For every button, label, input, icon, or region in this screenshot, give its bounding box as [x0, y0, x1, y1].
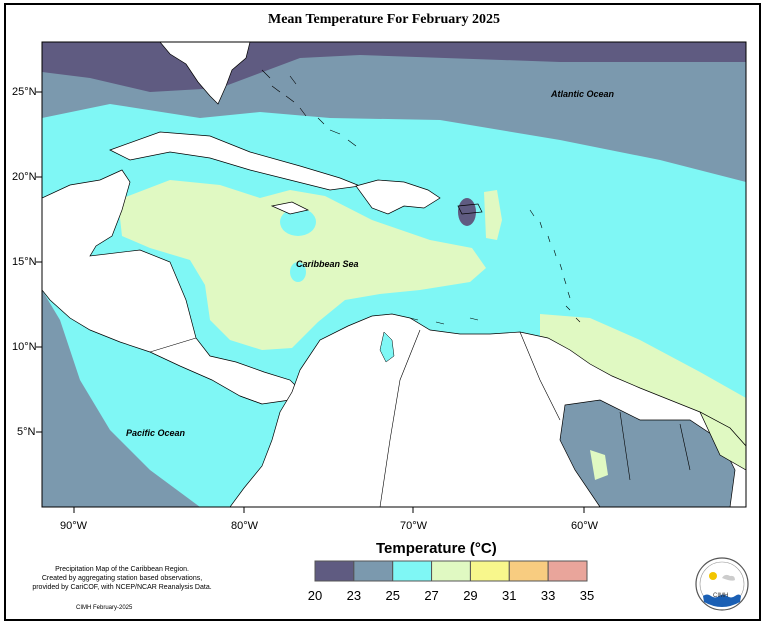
- plot-border: [41, 41, 747, 508]
- wave-icon: [703, 594, 741, 607]
- land-hispaniola: [355, 179, 441, 215]
- land-central-america: [42, 169, 301, 405]
- lon-label-70: 70°W: [400, 520, 428, 532]
- land-florida: [159, 42, 251, 105]
- credit-date: CIMH February-2025: [76, 605, 133, 611]
- sun-icon: [709, 572, 717, 580]
- map-frame: [4, 3, 761, 621]
- legend-swatch-5: [508, 560, 549, 582]
- credit-line-1: Precipitation Map of the Caribbean Regio…: [55, 566, 189, 573]
- zone-29-lesser-antilles: [484, 190, 502, 240]
- lat-label-20: 20°N: [12, 171, 37, 183]
- legend-tick-27: 27: [424, 588, 439, 603]
- lat-label-5: 5°N: [17, 426, 36, 438]
- label-pacific-ocean: Pacific Ocean: [126, 428, 186, 438]
- legend-swatch-3: [431, 560, 471, 582]
- legend-tick-23: 23: [346, 588, 362, 603]
- label-atlantic-ocean: Atlantic Ocean: [551, 89, 615, 99]
- cloud-icon: [722, 574, 735, 581]
- country-borders: [149, 329, 691, 507]
- legend-tick-31: 31: [502, 588, 517, 603]
- logo-text: CIMH: [713, 593, 729, 599]
- zone-29-inland-land: [590, 450, 608, 480]
- zone-29-coast-land: [699, 411, 746, 471]
- lon-label-80: 80°W: [231, 520, 259, 532]
- legend-swatch-6: [547, 560, 588, 582]
- lat-label-25: 25°N: [12, 86, 37, 98]
- label-caribbean-sea: Caribbean Sea: [296, 259, 359, 269]
- credit-line-3: provided by CariCOF, with NCEP/NCAR Rean…: [32, 584, 212, 591]
- land-puerto-rico: [457, 203, 483, 215]
- lake-maracaibo: [379, 331, 395, 363]
- legend-swatch-1: [353, 560, 394, 582]
- map-title: Mean Temperature For February 2025: [267, 12, 500, 27]
- legend-tick-20: 20: [307, 588, 323, 603]
- islands-abc: [409, 317, 479, 325]
- islands-bahamas: [261, 69, 357, 147]
- land-cuba: [109, 131, 362, 191]
- islands-lesser-antilles: [529, 209, 581, 323]
- legend-swatch-0: [314, 560, 355, 582]
- cyan-patch-jamaica: [280, 208, 316, 236]
- legend-swatch-4: [469, 560, 510, 582]
- credit-line-2: Created by aggregating station based obs…: [41, 575, 203, 582]
- cimh-logo: [695, 557, 749, 611]
- legend-tick-25: 25: [385, 588, 400, 603]
- credit-text: Precipitation Map of the Caribbean Regio…: [6, 565, 238, 592]
- lon-label-90: 90°W: [60, 520, 88, 532]
- lat-label-10: 10°N: [12, 341, 37, 353]
- axis-ticks: [36, 91, 585, 513]
- lat-label-15: 15°N: [12, 256, 37, 268]
- zone-25-guianas-land: [559, 399, 736, 507]
- legend-color-bar: [314, 560, 588, 582]
- legend-title: Temperature (°C): [376, 540, 497, 557]
- legend-tick-29: 29: [463, 588, 478, 603]
- lon-label-60: 60°W: [571, 520, 599, 532]
- cyan-patch-sea: [290, 262, 306, 282]
- legend-tick-33: 33: [540, 588, 556, 603]
- legend-swatch-2: [392, 560, 433, 582]
- legend-tick-35: 35: [579, 588, 595, 603]
- land-jamaica: [270, 201, 310, 215]
